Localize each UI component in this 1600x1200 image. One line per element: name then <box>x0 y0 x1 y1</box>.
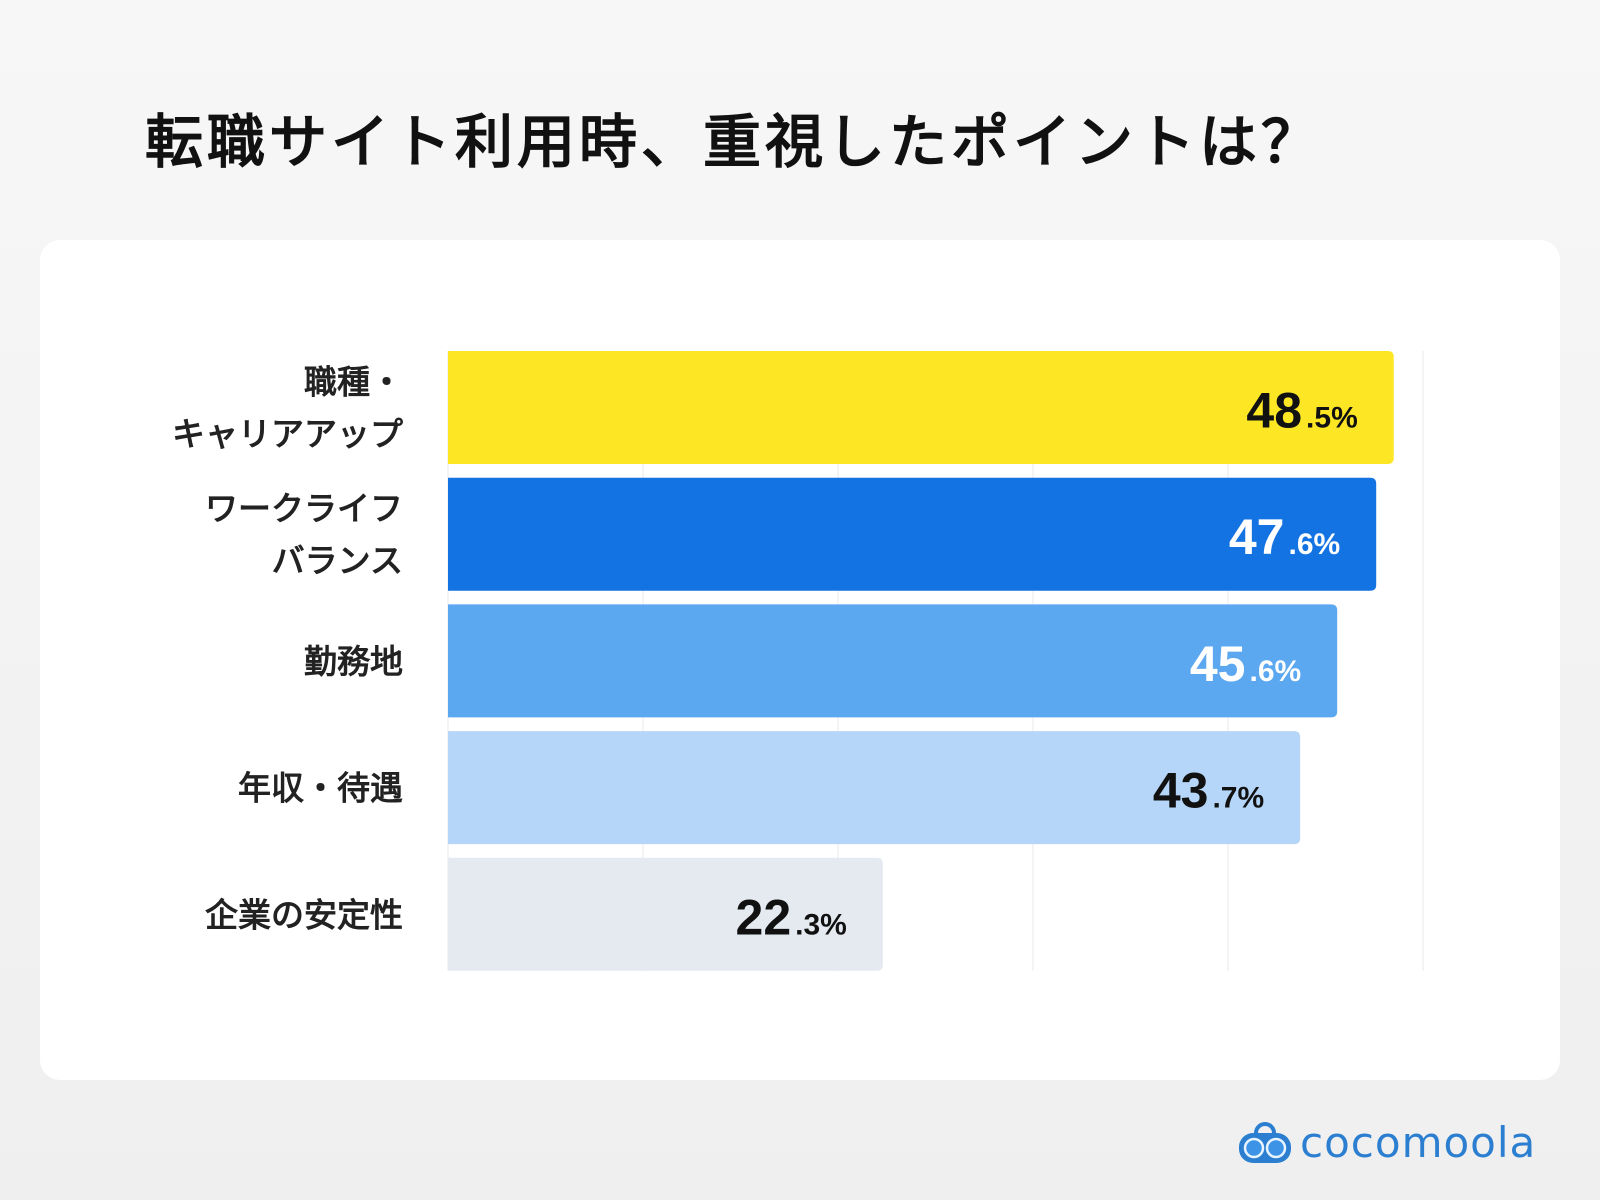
category-label: キャリアアップ <box>172 415 404 454</box>
category-label: ワークライフ <box>205 489 403 528</box>
data-label: 43.7% <box>1153 763 1264 819</box>
cocomoola-logo-icon <box>1239 1121 1291 1163</box>
chart-title: 転職サイト利用時、重視したポイントは？ <box>145 108 1324 176</box>
data-label: 45.6% <box>1190 636 1301 692</box>
category-label: バランス <box>272 541 403 580</box>
category-label: 勤務地 <box>304 642 403 681</box>
category-label: 企業の安定性 <box>205 895 403 934</box>
brand-logo: cocomoola <box>1238 1118 1536 1167</box>
data-label: 22.3% <box>736 889 847 945</box>
bar <box>448 604 1338 718</box>
brand-name: cocomoola <box>1300 1118 1537 1167</box>
bar <box>448 477 1377 591</box>
data-label: 47.6% <box>1229 509 1340 565</box>
category-label: 職種・ <box>304 363 403 402</box>
category-label: 年収・待遇 <box>238 769 403 808</box>
bar <box>448 351 1394 464</box>
bar <box>448 857 883 971</box>
data-label: 48.5% <box>1246 383 1357 439</box>
bar <box>448 731 1301 845</box>
